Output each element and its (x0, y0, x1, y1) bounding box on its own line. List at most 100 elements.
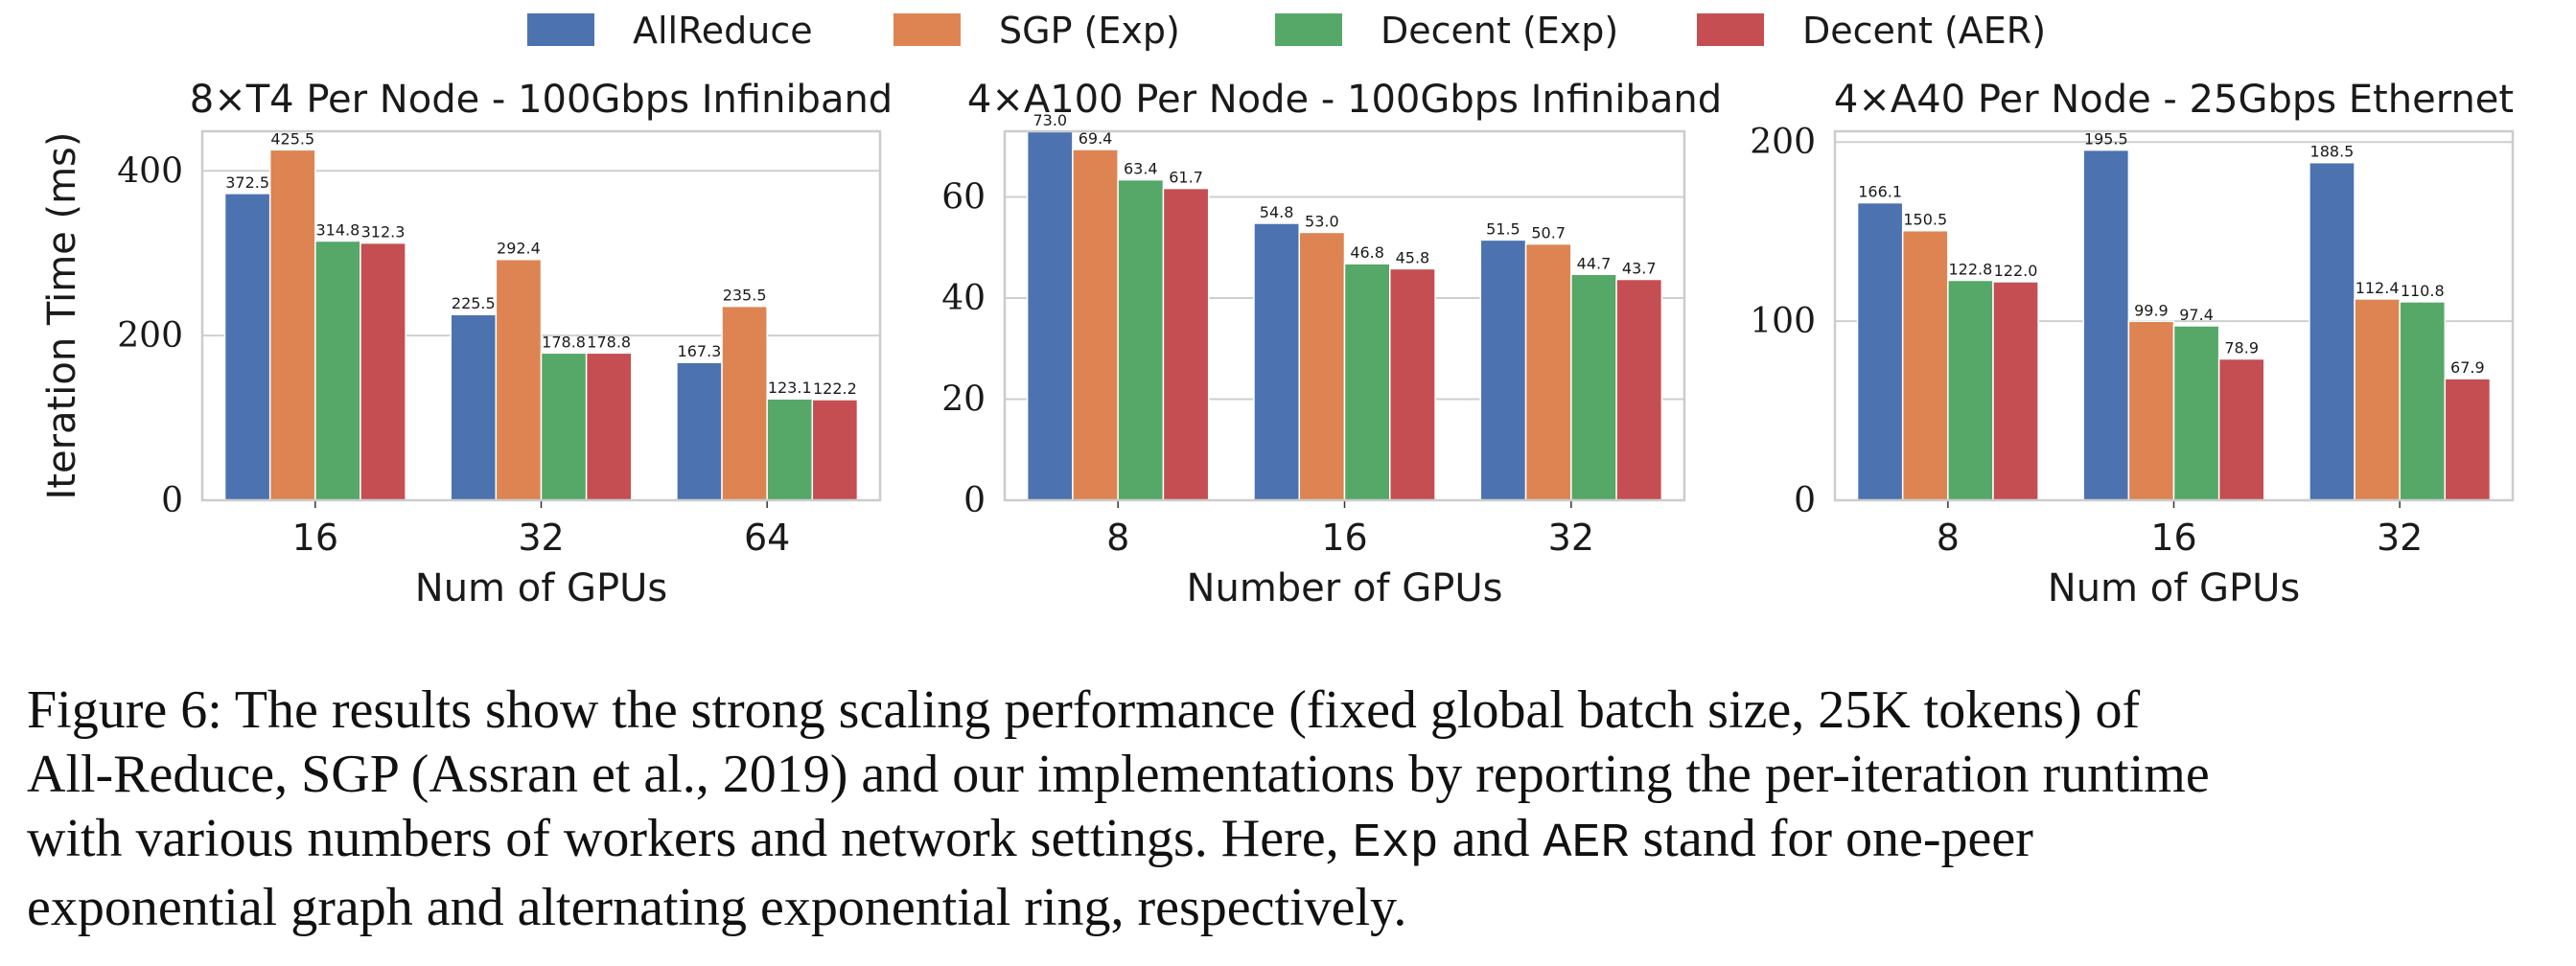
plot-frame (1003, 129, 1686, 502)
bar (676, 361, 723, 501)
data-label: 67.9 (2450, 358, 2485, 377)
legend-label: Decent (AER) (1802, 10, 2046, 52)
data-label: 73.0 (1033, 111, 1067, 129)
data-label: 314.8 (315, 220, 360, 239)
x-axis-label: Num of GPUs (2048, 566, 2300, 610)
legend-swatch (1697, 13, 1764, 46)
x-tick-label: 32 (518, 517, 564, 559)
bar (2172, 325, 2220, 501)
bar (1298, 231, 1346, 501)
x-tick-label: 64 (744, 517, 790, 559)
bar (1343, 263, 1391, 501)
caption-text: with various numbers of workers and netw… (27, 809, 1339, 868)
data-label: 50.7 (1531, 224, 1566, 242)
caption-line-3: with various numbers of workers and netw… (27, 807, 2548, 876)
data-label: 110.8 (2401, 282, 2445, 300)
legend-label: AllReduce (633, 10, 813, 52)
data-label: 61.7 (1169, 169, 1203, 187)
bar (2399, 301, 2447, 501)
y-tick-label: 0 (161, 481, 183, 520)
plot-frame (200, 129, 882, 502)
legend-label: SGP (Exp) (999, 10, 1180, 52)
data-label: 99.9 (2134, 301, 2169, 319)
data-label: 112.4 (2356, 279, 2400, 297)
bar (1947, 279, 1994, 501)
bar (721, 305, 768, 501)
bar (450, 313, 498, 501)
y-tick-label: 20 (941, 380, 986, 420)
y-axis-label: Iteration Time (ms) (40, 131, 84, 499)
chart-panel: 0 200 400 372.5 425.5 314.8 312.3 16 225.5 292.4 1… (40, 78, 893, 610)
data-label: 425.5 (270, 129, 314, 148)
data-label: 51.5 (1486, 219, 1520, 238)
y-tick-label: 40 (941, 279, 986, 318)
bar (540, 352, 588, 501)
legend-label: Decent (Exp) (1381, 10, 1618, 52)
x-tick-label: 32 (1548, 517, 1594, 559)
bar (2309, 161, 2356, 501)
chart-panel: 0 20 40 60 73.0 69.4 63.4 61.7 8 54.8 53.0 46.8 45.8… (941, 78, 1722, 610)
data-label: 178.8 (587, 333, 631, 351)
bar (1253, 222, 1300, 501)
y-tick-label: 200 (1750, 123, 1816, 162)
data-label: 97.4 (2179, 306, 2214, 324)
bar (1524, 242, 1572, 501)
y-tick-label: 0 (963, 481, 986, 520)
caption-line-1: Figure 6: The results show the strong sc… (27, 680, 2141, 740)
chart-title: 4×A40 Per Node - 25Gbps Ethernet (1834, 78, 2514, 122)
bar (223, 193, 271, 501)
data-label: 122.2 (813, 380, 857, 398)
caption-line-2: All-Reduce, SGP (Assran et al., 2019) an… (27, 745, 2210, 804)
x-tick-label: 8 (1106, 517, 1129, 559)
caption-code-exp: Exp (1352, 816, 1439, 871)
x-tick-label: 8 (1937, 517, 1960, 559)
data-label: 123.1 (768, 379, 812, 397)
data-label: 292.4 (497, 240, 541, 258)
data-label: 195.5 (2084, 130, 2128, 149)
y-tick-label: 200 (117, 316, 183, 356)
x-axis-label: Number of GPUs (1187, 566, 1503, 610)
caption-line-4: exponential graph and alternating expone… (27, 878, 1407, 937)
chart-title: 8×T4 Per Node - 100Gbps Infiniband (190, 78, 893, 122)
chart-title: 4×A100 Per Node - 100Gbps Infiniband (967, 78, 1722, 122)
x-axis-label: Num of GPUs (415, 566, 667, 610)
y-tick-label: 100 (1750, 302, 1816, 341)
data-label: 43.7 (1622, 260, 1657, 278)
data-label: 166.1 (1858, 183, 1902, 201)
bar (1901, 229, 1949, 501)
data-label: 54.8 (1260, 203, 1294, 221)
legend-item: SGP (Exp) (893, 10, 1180, 52)
bar (1117, 178, 1165, 501)
bar (314, 240, 361, 501)
bar (811, 399, 859, 501)
legend-item: AllReduce (527, 10, 813, 52)
data-label: 44.7 (1577, 254, 1612, 272)
data-label: 122.8 (1948, 260, 1992, 278)
data-label: 178.8 (542, 333, 586, 351)
data-label: 372.5 (225, 173, 269, 192)
bar (2082, 149, 2130, 501)
x-tick-label: 16 (1321, 517, 1367, 559)
x-tick-label: 16 (2150, 517, 2196, 559)
bar (1992, 281, 2039, 501)
legend-item: Decent (Exp) (1275, 10, 1618, 52)
data-label: 312.3 (361, 223, 406, 242)
bar (1026, 130, 1074, 501)
data-label: 167.3 (678, 342, 722, 360)
y-tick-label: 60 (941, 178, 986, 218)
bar (2217, 357, 2265, 501)
bar (585, 352, 633, 501)
bar (268, 149, 316, 501)
bar (1479, 239, 1527, 501)
bar (766, 398, 814, 501)
bar (1162, 187, 1210, 501)
data-label: 45.8 (1396, 248, 1430, 266)
bar (2127, 320, 2175, 501)
legend-swatch (1275, 13, 1342, 46)
bar (2354, 298, 2401, 501)
bar (1072, 149, 1119, 501)
bar (1389, 267, 1436, 501)
bar (1570, 273, 1617, 501)
